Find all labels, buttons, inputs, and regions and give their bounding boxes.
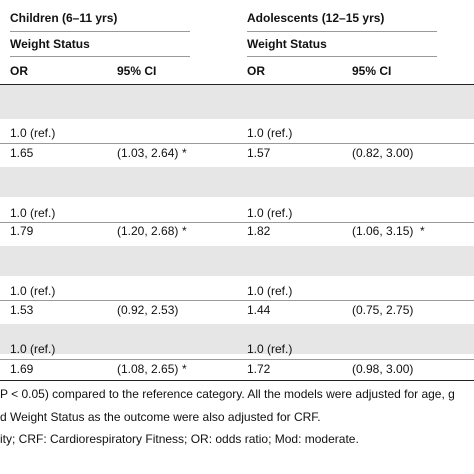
- ref-or-right: 1.0 (ref.): [247, 206, 293, 220]
- ci-value-right: (0.98, 3.00): [352, 362, 414, 376]
- ci-value-right: (0.82, 3.00): [352, 146, 414, 160]
- or-value-right: 1.72: [247, 362, 271, 376]
- row-divider: [0, 143, 474, 144]
- or-value-left: 1.65: [10, 146, 34, 160]
- column-header-ci-right: 95% CI: [352, 64, 392, 78]
- section-band-3: [0, 246, 474, 276]
- or-value-right: 1.57: [247, 146, 271, 160]
- ref-or-left: 1.0 (ref.): [10, 342, 56, 356]
- or-value-left: 1.69: [10, 362, 34, 376]
- ci-value-left: (1.20, 2.68): [117, 224, 179, 238]
- or-value-right: 1.82: [247, 224, 271, 238]
- ref-or-left: 1.0 (ref.): [10, 284, 56, 298]
- significance-marker-left: *: [182, 146, 187, 160]
- table-bottom-rule: [0, 380, 474, 381]
- header-rule-children: [10, 31, 190, 32]
- significance-marker-right: *: [420, 224, 425, 238]
- footnote-line-1: P < 0.05) compared to the reference cate…: [0, 387, 455, 401]
- row-divider: [0, 300, 474, 301]
- column-header-or-right: OR: [247, 64, 265, 78]
- section-band-4: [0, 324, 474, 354]
- significance-marker-left: *: [182, 362, 187, 376]
- group-header-children: Children (6–11 yrs): [10, 11, 118, 25]
- ref-or-right: 1.0 (ref.): [247, 342, 293, 356]
- table-header: [0, 0, 474, 84]
- subheader-rule-left: [10, 56, 190, 57]
- section-band-2: [0, 167, 474, 197]
- row-divider: [0, 359, 474, 360]
- ref-or-left: 1.0 (ref.): [10, 126, 56, 140]
- ci-value-left: (1.03, 2.64): [117, 146, 179, 160]
- ref-or-right: 1.0 (ref.): [247, 284, 293, 298]
- or-value-left: 1.79: [10, 224, 34, 238]
- or-value-right: 1.44: [247, 303, 271, 317]
- ref-or-right: 1.0 (ref.): [247, 126, 293, 140]
- column-header-ci-left: 95% CI: [117, 64, 157, 78]
- footnote-line-2: d Weight Status as the outcome were also…: [0, 410, 321, 424]
- footnote-line-3: ity; CRF: Cardiorespiratory Fitness; OR:…: [0, 432, 359, 446]
- subheader-weight-status-left: Weight Status: [10, 37, 90, 51]
- column-header-or-left: OR: [10, 64, 28, 78]
- header-rule-adolescents: [247, 31, 437, 32]
- ci-value-left: (1.08, 2.65): [117, 362, 179, 376]
- row-divider: [0, 222, 474, 223]
- group-header-adolescents: Adolescents (12–15 yrs): [247, 11, 385, 25]
- subheader-weight-status-right: Weight Status: [247, 37, 327, 51]
- significance-marker-left: *: [182, 224, 187, 238]
- header-bottom-rule: [0, 84, 474, 85]
- ref-or-left: 1.0 (ref.): [10, 206, 56, 220]
- or-value-left: 1.53: [10, 303, 34, 317]
- subheader-rule-right: [247, 56, 437, 57]
- ci-value-right: (0.75, 2.75): [352, 303, 414, 317]
- section-band-1: [0, 85, 474, 119]
- ci-value-right: (1.06, 3.15): [352, 224, 414, 238]
- ci-value-left: (0.92, 2.53): [117, 303, 179, 317]
